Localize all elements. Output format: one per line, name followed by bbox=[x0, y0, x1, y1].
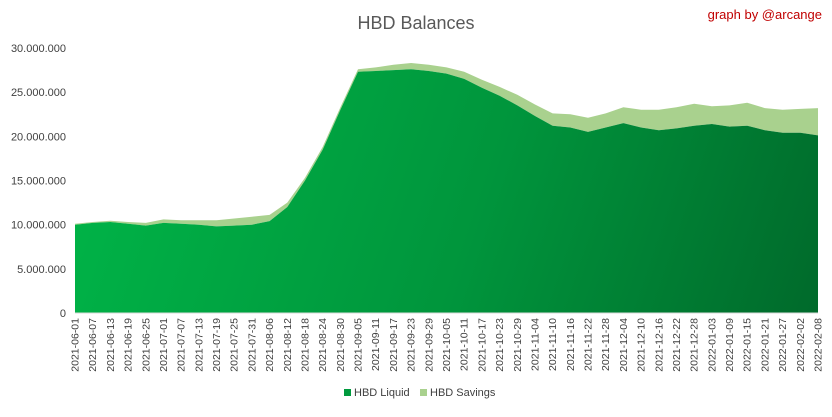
x-tick-label: 2021-11-10 bbox=[547, 318, 559, 371]
x-tick-label: 2021-06-25 bbox=[140, 318, 152, 372]
x-tick-label: 2022-01-15 bbox=[742, 318, 754, 372]
x-tick-label: 2021-07-07 bbox=[176, 318, 188, 372]
x-tick-label: 2021-10-05 bbox=[441, 318, 453, 372]
x-tick-label: 2022-01-21 bbox=[759, 318, 771, 372]
x-tick-label: 2021-08-30 bbox=[335, 318, 347, 372]
x-tick-label: 2021-10-23 bbox=[494, 318, 506, 372]
x-tick-label: 2021-12-22 bbox=[671, 318, 683, 372]
x-tick-label: 2021-09-17 bbox=[388, 318, 400, 372]
y-tick-label: 25.000.000 bbox=[11, 87, 66, 99]
x-tick-label: 2022-02-02 bbox=[795, 318, 807, 372]
x-tick-label: 2022-02-08 bbox=[813, 318, 825, 372]
x-tick-label: 2021-08-24 bbox=[317, 318, 329, 372]
x-tick-label: 2021-11-16 bbox=[565, 318, 577, 371]
series-area-hbd-liquid bbox=[75, 69, 818, 313]
x-tick-label: 2022-01-03 bbox=[706, 318, 718, 372]
x-tick-label: 2021-08-18 bbox=[299, 318, 311, 372]
x-tick-label: 2021-12-10 bbox=[636, 318, 648, 372]
x-tick-label: 2021-10-11 bbox=[459, 318, 471, 371]
x-tick-label: 2021-10-17 bbox=[476, 318, 488, 372]
x-tick-label: 2021-08-12 bbox=[282, 318, 294, 372]
x-tick-label: 2022-01-27 bbox=[777, 318, 789, 372]
x-tick-label: 2021-11-28 bbox=[600, 318, 612, 371]
legend: HBD Liquid HBD Savings bbox=[344, 387, 496, 399]
x-tick-label: 2021-06-01 bbox=[70, 318, 82, 372]
x-tick-label: 2021-10-29 bbox=[512, 318, 524, 372]
plot-area bbox=[75, 63, 818, 313]
legend-swatch bbox=[344, 389, 351, 396]
y-tick-label: 10.000.000 bbox=[11, 220, 66, 232]
legend-label: HBD Savings bbox=[430, 387, 496, 399]
x-tick-label: 2021-07-01 bbox=[158, 318, 170, 372]
x-tick-label: 2021-06-19 bbox=[123, 318, 135, 372]
x-tick-label: 2021-09-05 bbox=[353, 318, 365, 372]
chart-title: HBD Balances bbox=[357, 13, 474, 33]
x-tick-label: 2021-09-23 bbox=[406, 318, 418, 372]
x-tick-label: 2021-11-04 bbox=[529, 318, 541, 371]
y-tick-label: 0 bbox=[60, 308, 66, 320]
x-tick-label: 2021-07-25 bbox=[229, 318, 241, 372]
chart-credit: graph by @arcange bbox=[708, 7, 822, 22]
x-tick-label: 2021-07-13 bbox=[193, 318, 205, 372]
y-axis: 0 5.000.000 10.000.000 15.000.000 20.000.000… bbox=[11, 43, 66, 320]
x-tick-label: 2021-12-28 bbox=[689, 318, 701, 372]
y-tick-label: 5.000.000 bbox=[17, 264, 66, 276]
x-tick-label: 2021-08-06 bbox=[264, 318, 276, 372]
x-tick-label: 2021-11-22 bbox=[583, 318, 595, 371]
x-tick-label: 2021-07-31 bbox=[246, 318, 258, 372]
x-axis: 2021-06-01 2021-06-07 2021-06-13 2021-06-19… bbox=[70, 318, 825, 372]
x-tick-label: 2021-07-19 bbox=[211, 318, 223, 372]
x-tick-label: 2021-06-07 bbox=[87, 318, 99, 372]
x-tick-label: 2021-09-11 bbox=[370, 318, 382, 371]
x-tick-label: 2021-06-13 bbox=[105, 318, 117, 372]
y-tick-label: 20.000.000 bbox=[11, 131, 66, 143]
x-tick-label: 2022-01-09 bbox=[724, 318, 736, 372]
x-tick-label: 2021-12-16 bbox=[653, 318, 665, 372]
y-tick-label: 15.000.000 bbox=[11, 176, 66, 188]
legend-label: HBD Liquid bbox=[354, 387, 410, 399]
x-tick-label: 2021-12-04 bbox=[618, 318, 630, 372]
y-tick-label: 30.000.000 bbox=[11, 43, 66, 55]
x-tick-label: 2021-09-29 bbox=[423, 318, 435, 372]
legend-swatch bbox=[420, 389, 427, 396]
